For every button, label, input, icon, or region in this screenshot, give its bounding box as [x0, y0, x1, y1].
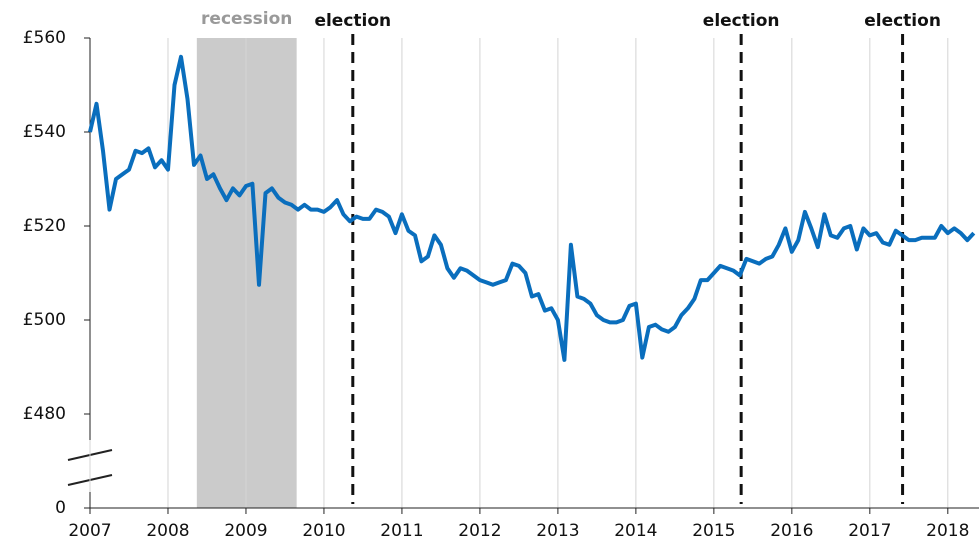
y-tick-label: £540: [23, 122, 66, 142]
event-label: election: [314, 11, 391, 31]
x-tick-label: 2013: [536, 521, 579, 541]
data-line: [88, 54, 976, 362]
y-tick-label: £560: [23, 28, 66, 48]
y-tick-label: £520: [23, 216, 66, 236]
x-tick-label: 2017: [848, 521, 891, 541]
y-tick-label: £480: [23, 404, 66, 424]
x-tick-label: 2007: [68, 521, 111, 541]
x-tick-label: 2008: [146, 521, 189, 541]
y-tick-label: £500: [23, 310, 66, 330]
x-tick-label: 2018: [926, 521, 969, 541]
x-tick-label: 2016: [770, 521, 813, 541]
x-tick-label: 2011: [380, 521, 423, 541]
x-tick-label: 2014: [614, 521, 657, 541]
x-tick-label: 2010: [302, 521, 345, 541]
x-tick-label: 2015: [692, 521, 735, 541]
event-label: election: [864, 11, 941, 31]
x-tick-label: 2009: [224, 521, 267, 541]
event-label: election: [703, 11, 780, 31]
shaded-region: [196, 38, 297, 508]
x-tick-label: 2012: [458, 521, 501, 541]
y-tick-label: 0: [55, 498, 66, 518]
region-label: recession: [201, 9, 292, 29]
